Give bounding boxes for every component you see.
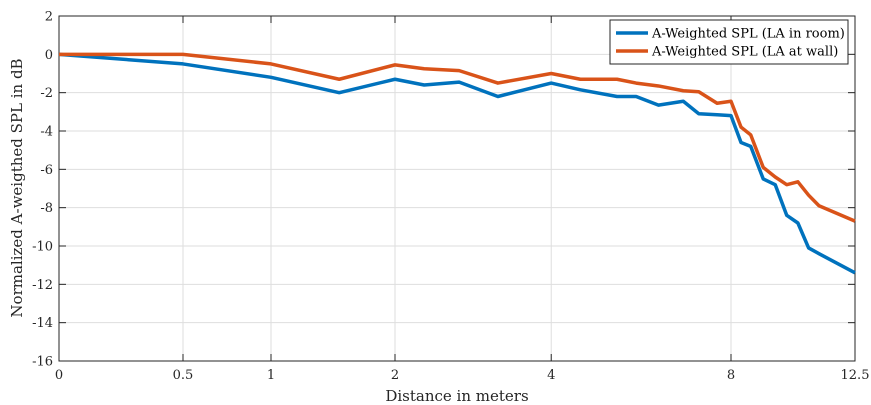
series-line [58,52,856,275]
x-tick-label: 2 [391,368,399,383]
plot-frame [58,15,856,362]
x-tick-label: 4 [547,368,555,383]
x-tick-label: 0.5 [173,368,194,383]
y-tick-label: -16 [32,355,53,370]
series-line [59,52,856,223]
y-tick-label: -14 [32,316,53,331]
x-tick-label: 1 [267,368,275,383]
x-tick-label: 0 [55,368,63,383]
legend-box [609,19,849,65]
x-tick-label: 8 [727,368,735,383]
x-axis-title: Distance in meters [385,387,528,405]
legend: A-Weighted SPL (LA in room) A-Weighted SP… [609,19,849,65]
legend-label: A-Weighted SPL (LA in room) [651,27,845,42]
y-tick-label: -12 [32,278,53,293]
x-tick-label: 12.5 [841,368,870,383]
y-tick-label: -6 [40,163,53,178]
series-2 [59,52,856,223]
y-tick-label: 2 [45,10,53,25]
series-lines [58,52,856,275]
legend-label: A-Weighted SPL (LA at wall) [651,45,838,60]
y-tick-label: -2 [40,86,53,101]
y-tick-label: -8 [40,201,53,216]
y-tick-label: -4 [40,125,53,140]
series-1 [58,52,856,275]
axes: 0 0.5 1 2 4 8 12.5 -16 -14 -12 -10 -8 -6 -4 -2 0 2 [32,10,869,384]
y-tick-label: 0 [45,48,53,63]
y-tick-label: -10 [32,240,53,255]
y-axis-title: Normalized A-weigthed SPL in dB [8,58,26,317]
